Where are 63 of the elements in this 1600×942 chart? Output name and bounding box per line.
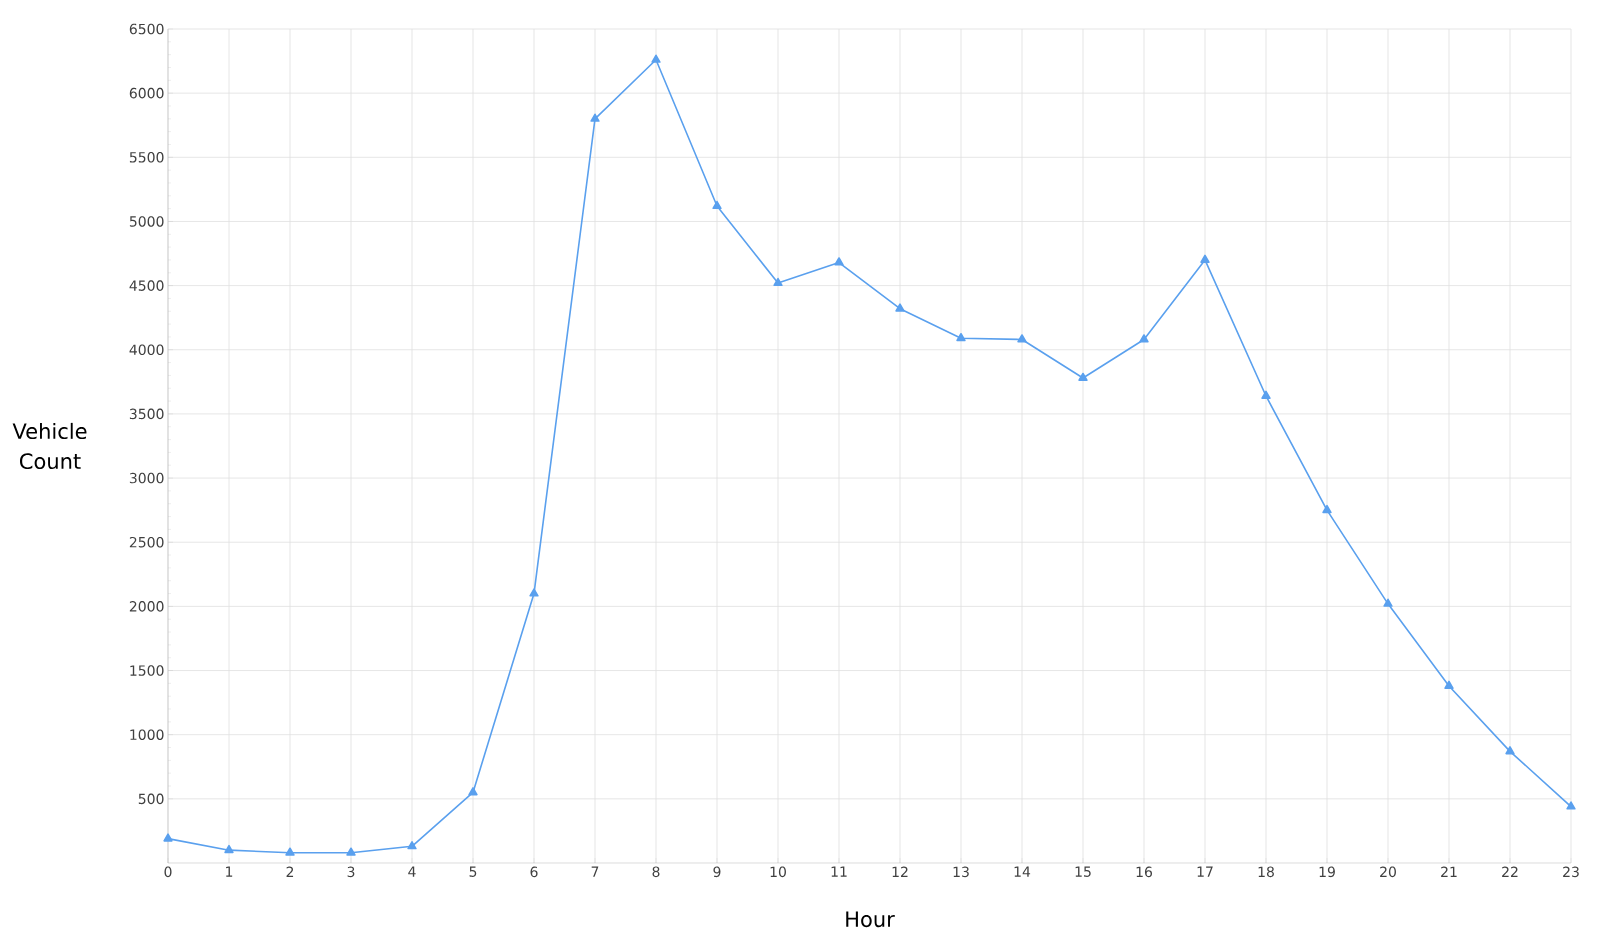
point [590,113,600,122]
x-tick-label: 16 [1136,866,1153,878]
point [1078,372,1088,382]
point [1383,598,1393,607]
point [773,277,783,287]
x-tick-label: 11 [831,866,847,877]
x-tick-label: 18 [1258,866,1274,878]
point [1200,254,1210,263]
x-tick-label: 15 [1075,866,1091,877]
point [529,588,539,597]
y-tick-label: 5500 [129,152,164,163]
y-tick-label: 6000 [129,87,164,99]
x-tick-label: 2 [286,866,294,877]
y-tick-label: 1500 [130,665,164,676]
x-tick-label: 12 [892,866,908,877]
x-tick-label: 19 [1319,866,1335,878]
point [956,332,966,342]
x-tick-label: 17 [1197,866,1213,877]
y-tick-label: 6500 [129,23,164,35]
point [224,844,234,854]
point [346,847,356,856]
point [834,257,844,266]
point [1017,334,1027,343]
point [1139,334,1149,343]
point [468,787,478,796]
point [1566,801,1576,810]
x-tick-label: 0 [164,866,172,878]
x-tick-label: 23 [1563,866,1579,878]
x-tick-label: 22 [1502,866,1518,877]
x-tick-label: 14 [1014,866,1031,877]
y-tick-label: 4000 [129,344,164,356]
x-tick-label: 8 [652,866,660,878]
x-tick-label: 1 [226,866,233,877]
x-tick-label: 13 [953,866,969,878]
point [895,303,905,312]
x-tick-label: 21 [1441,866,1457,877]
y-tick-label: 500 [138,793,164,805]
x-tick-label: 3 [347,866,355,878]
point [712,200,722,210]
y-tick-label: 2500 [129,536,164,548]
y-tick-label: 2000 [129,601,164,612]
x-tick-label: 7 [591,866,599,877]
y-tick-label: 1000 [130,729,164,740]
x-tick-label: 20 [1380,866,1396,878]
x-tick-label: 9 [713,866,721,878]
y-tick-label: 4500 [129,280,164,291]
y-tick-label: 3500 [129,408,164,420]
x-tick-label: 6 [530,866,538,878]
y-axis-title: Vehicle Count [12,422,87,470]
x-tick-label: 4 [408,866,416,877]
point [1261,390,1271,400]
point [1322,504,1332,514]
point [1444,680,1454,689]
point [285,847,295,856]
point [651,54,661,63]
point [407,841,417,850]
point [1505,746,1515,755]
y-tick-label: 5000 [129,216,164,227]
x-tick-label: 10 [770,866,786,878]
point [163,833,173,842]
y-tick-label: 3000 [129,472,164,484]
x-tick-label: 5 [469,866,477,877]
x-axis-title: Hour [846,911,895,928]
